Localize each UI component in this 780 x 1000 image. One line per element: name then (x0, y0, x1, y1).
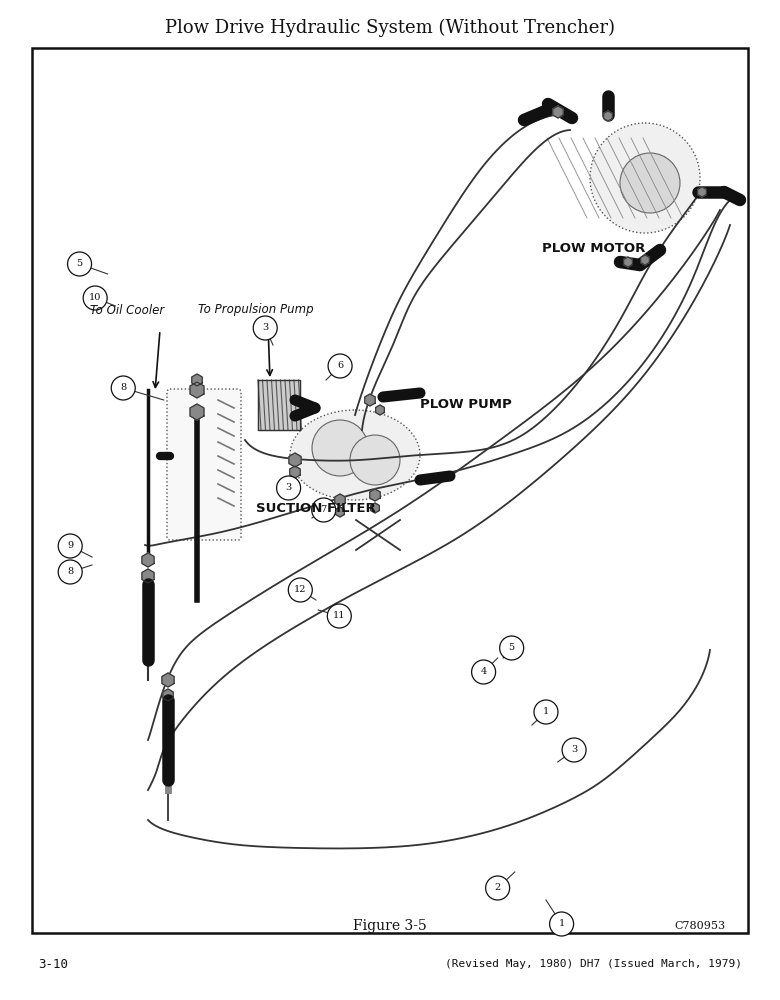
Polygon shape (335, 507, 344, 517)
Polygon shape (289, 453, 301, 467)
Polygon shape (142, 569, 154, 583)
Circle shape (534, 700, 558, 724)
Circle shape (68, 252, 91, 276)
FancyBboxPatch shape (167, 389, 241, 540)
Circle shape (112, 376, 135, 400)
Text: 3: 3 (571, 746, 577, 754)
Circle shape (500, 636, 523, 660)
Circle shape (350, 435, 400, 485)
Bar (32, 48, 748, 933)
Polygon shape (365, 394, 375, 406)
Text: PLOW PUMP: PLOW PUMP (420, 398, 512, 412)
Circle shape (254, 316, 277, 340)
Polygon shape (624, 257, 633, 267)
Polygon shape (162, 673, 174, 687)
Text: 3: 3 (262, 324, 268, 332)
Text: Plow Drive Hydraulic System (Without Trencher): Plow Drive Hydraulic System (Without Tre… (165, 19, 615, 37)
Polygon shape (290, 466, 300, 478)
Circle shape (277, 476, 300, 500)
Text: 10: 10 (89, 294, 101, 302)
Polygon shape (335, 494, 346, 506)
Polygon shape (376, 405, 385, 415)
Circle shape (550, 912, 573, 936)
Circle shape (472, 660, 495, 684)
Polygon shape (370, 489, 380, 501)
Text: 6: 6 (337, 361, 343, 370)
Text: PLOW MOTOR: PLOW MOTOR (542, 241, 645, 254)
Text: (Revised May, 1980) DH7 (Issued March, 1979): (Revised May, 1980) DH7 (Issued March, 1… (445, 959, 742, 969)
Circle shape (289, 578, 312, 602)
Text: 3-10: 3-10 (38, 958, 68, 970)
Text: 4: 4 (480, 668, 487, 676)
Polygon shape (142, 553, 154, 567)
Circle shape (486, 876, 509, 900)
Polygon shape (370, 503, 379, 513)
Circle shape (312, 420, 368, 476)
Text: 5: 5 (76, 259, 83, 268)
Text: SUCTION FILTER: SUCTION FILTER (256, 502, 376, 514)
Text: 5: 5 (509, 644, 515, 652)
Text: 1: 1 (558, 920, 565, 928)
Text: 1: 1 (543, 708, 549, 716)
Text: 3: 3 (285, 484, 292, 492)
Polygon shape (640, 255, 649, 265)
Circle shape (58, 560, 82, 584)
Text: To Propulsion Pump: To Propulsion Pump (198, 304, 314, 316)
Text: 8: 8 (120, 383, 126, 392)
Ellipse shape (290, 410, 420, 500)
Polygon shape (604, 111, 612, 121)
Polygon shape (190, 404, 204, 420)
Polygon shape (190, 382, 204, 398)
Circle shape (312, 498, 335, 522)
Circle shape (58, 534, 82, 558)
Text: 12: 12 (294, 585, 307, 594)
Text: 8: 8 (67, 568, 73, 576)
Ellipse shape (590, 123, 700, 233)
Polygon shape (163, 689, 173, 701)
Circle shape (562, 738, 586, 762)
Text: Figure 3-5: Figure 3-5 (353, 919, 427, 933)
Text: C780953: C780953 (674, 921, 725, 931)
Circle shape (328, 604, 351, 628)
Polygon shape (553, 106, 563, 118)
Circle shape (620, 153, 680, 213)
Text: To Oil Cooler: To Oil Cooler (90, 304, 165, 316)
Text: 7: 7 (321, 506, 327, 514)
Circle shape (83, 286, 107, 310)
Text: 11: 11 (333, 611, 346, 620)
Text: 2: 2 (495, 884, 501, 892)
Text: 9: 9 (67, 542, 73, 550)
Polygon shape (697, 187, 707, 197)
Circle shape (328, 354, 352, 378)
Polygon shape (192, 374, 202, 386)
Polygon shape (258, 380, 300, 430)
